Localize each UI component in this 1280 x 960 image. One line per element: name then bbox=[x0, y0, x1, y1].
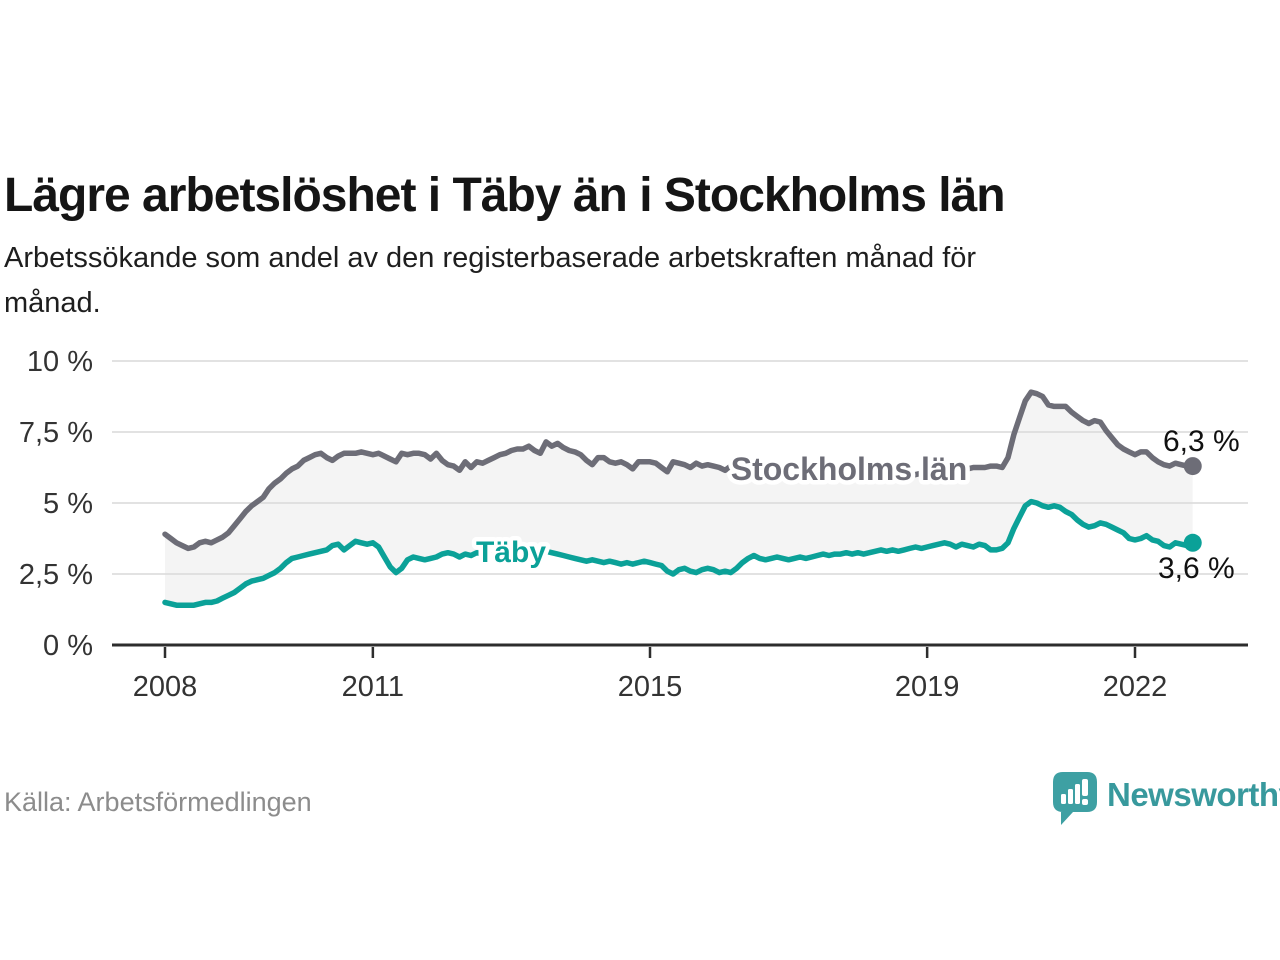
unemployment-line-chart: 0 % 2,5 % 5 % 7,5 % 10 % 2008 2011 2015 2019 2022… bbox=[19, 346, 1248, 703]
x-axis-tick-label: 2015 bbox=[618, 671, 683, 703]
x-axis-tick-label: 2011 bbox=[342, 671, 404, 703]
y-axis-tick-label: 10 % bbox=[27, 346, 93, 378]
y-axis-tick-label: 2,5 % bbox=[19, 559, 93, 591]
y-axis-tick-label: 7,5 % bbox=[19, 417, 93, 449]
y-axis-tick-label: 0 % bbox=[43, 630, 93, 662]
series-line-stockholms-lan bbox=[162, 389, 1196, 552]
y-axis-tick-label: 5 % bbox=[43, 488, 93, 520]
newsworthy-brand: Newsworthy bbox=[1052, 771, 1280, 832]
series-label-taby: Täby bbox=[476, 536, 546, 569]
series-end-value-label: 6,3 % bbox=[1163, 425, 1240, 458]
series-end-dot bbox=[1183, 457, 1202, 476]
x-axis-tick-label: 2019 bbox=[895, 671, 960, 703]
subtitle-line-2: månad. bbox=[4, 287, 101, 319]
newsworthy-speech-bubble-bar-chart-icon bbox=[1052, 771, 1098, 832]
page-subtitle: Arbetssökande som andel av den registerb… bbox=[4, 236, 1204, 326]
series-end-dot bbox=[1183, 533, 1202, 552]
series-end-value-label: 3,6 % bbox=[1158, 552, 1235, 585]
x-axis-tick-label: 2022 bbox=[1103, 671, 1168, 703]
series-line-taby bbox=[162, 498, 1196, 608]
subtitle-line-1: Arbetssökande som andel av den registerb… bbox=[4, 242, 977, 274]
x-axis-tick-label: 2008 bbox=[133, 671, 198, 703]
source-note: Källa: Arbetsförmedlingen bbox=[4, 787, 312, 817]
fill-between-series bbox=[165, 392, 1193, 606]
page-title: Lägre arbetslöshet i Täby än i Stockholm… bbox=[4, 169, 1006, 223]
brand-name: Newsworthy bbox=[1107, 776, 1280, 813]
series-label-stockholms-lan: Stockholms län bbox=[731, 451, 968, 487]
